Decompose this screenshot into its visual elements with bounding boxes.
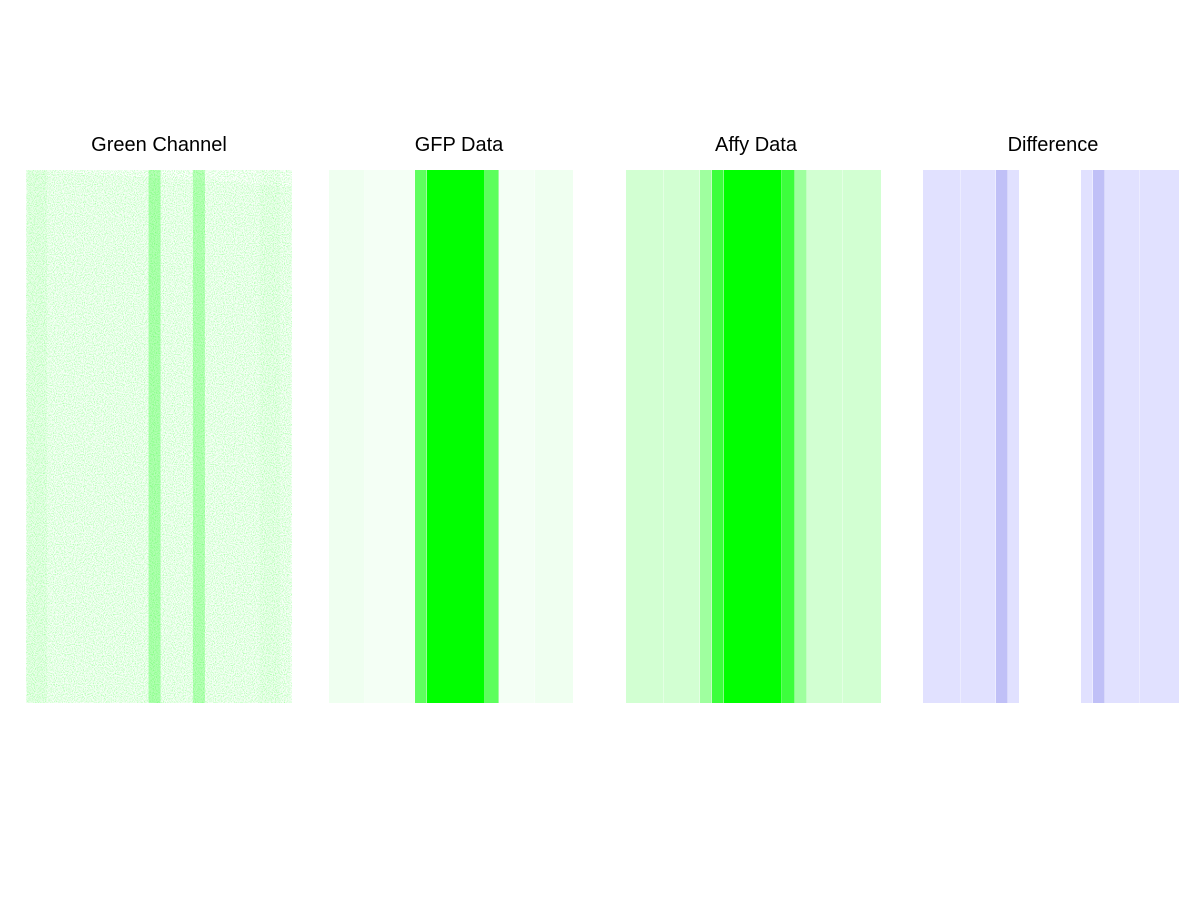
- heatmap-cell-2-2: [664, 170, 700, 703]
- gfp-data-title: GFP Data: [414, 134, 504, 156]
- heatmap-cell-2-5: [724, 170, 782, 703]
- heatmap-cell-3-8: [1105, 170, 1140, 703]
- heatmap-cell-3-3: [996, 170, 1008, 703]
- heatmap-cell-1-2: [365, 170, 415, 703]
- heatmap-cell-1-4: [427, 170, 485, 703]
- heatmap-cell-1-7: [535, 170, 573, 703]
- heatmap-cell-1-5: [485, 170, 499, 703]
- heatmap-cell-3-9: [1140, 170, 1179, 703]
- heatmap-cell-3-2: [961, 170, 996, 703]
- heatmap-cell-3-4: [1008, 170, 1019, 703]
- green-channel-title: Green Channel: [91, 134, 227, 156]
- green-channel-streak-3: [192, 170, 205, 703]
- heatmap-cell-2-8: [807, 170, 843, 703]
- heatmap-cell-3-1: [923, 170, 961, 703]
- heatmap-cell-1-6: [499, 170, 535, 703]
- heatmap-cell-1-3: [415, 170, 427, 703]
- affy-data-heatmap: [626, 170, 881, 703]
- difference-title: Difference: [1007, 134, 1099, 156]
- affy-data-title: Affy Data: [715, 134, 797, 156]
- heatmap-cell-3-7: [1093, 170, 1105, 703]
- heatmap-cell-2-4: [712, 170, 724, 703]
- green-channel-streak-2: [148, 170, 161, 703]
- heatmap-cell-2-6: [782, 170, 795, 703]
- gfp-data-heatmap: [329, 170, 573, 703]
- heatmap-cell-1-1: [329, 170, 365, 703]
- green-channel-streak-4: [260, 170, 280, 703]
- difference-heatmap: [923, 170, 1179, 703]
- heatmap-cell-2-7: [795, 170, 807, 703]
- green-channel-image: [26, 170, 292, 703]
- heatmap-cell-2-1: [626, 170, 664, 703]
- green-channel-speckle: [26, 170, 292, 703]
- heatmap-cell-2-9: [843, 170, 881, 703]
- heatmap-cell-3-5: [1019, 170, 1081, 703]
- heatmap-cell-2-3: [700, 170, 712, 703]
- green-channel-streak-1: [27, 170, 48, 703]
- heatmap-cell-3-6: [1081, 170, 1093, 703]
